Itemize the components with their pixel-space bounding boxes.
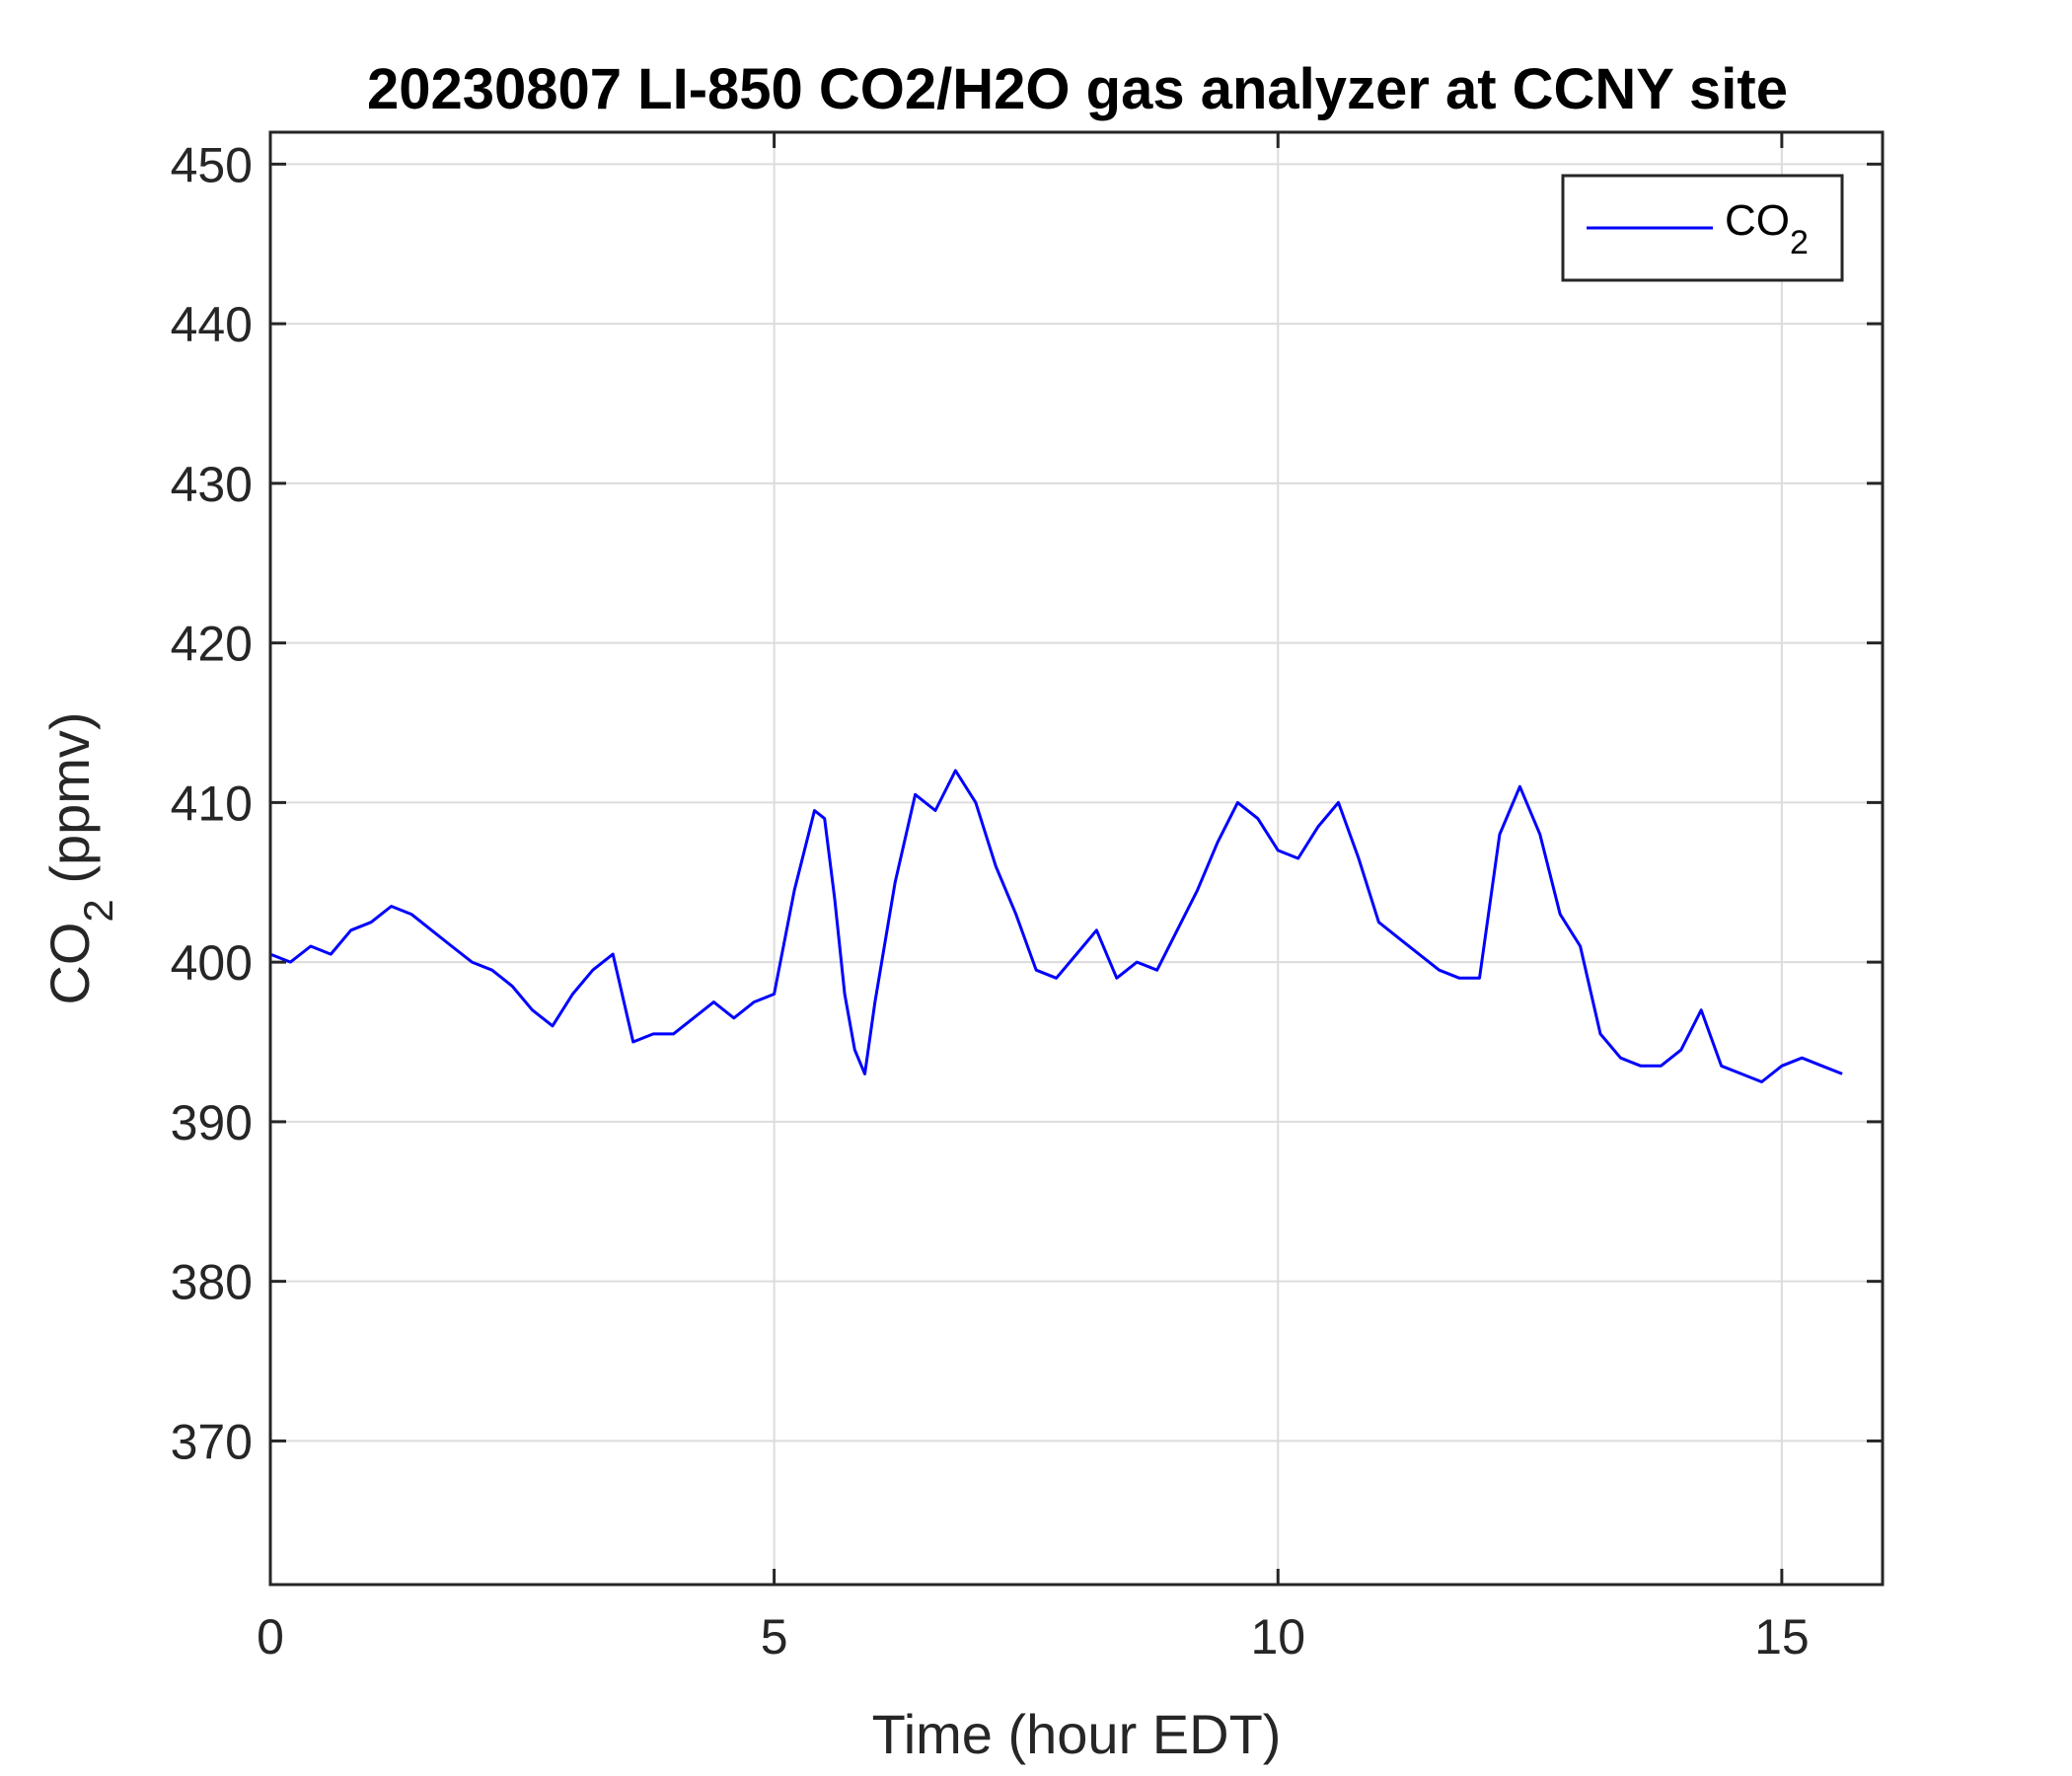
y-tick-label: 410: [171, 776, 253, 831]
chart-title: 20230807 LI-850 CO2/H2O gas analyzer at …: [367, 57, 1788, 121]
y-tick-label: 430: [171, 457, 253, 512]
y-tick-label: 370: [171, 1414, 253, 1469]
legend-entry-subscript: 2: [1790, 224, 1809, 261]
plot-area: [270, 132, 1883, 1585]
y-axis-label-subscript: 2: [75, 899, 121, 922]
grid: [269, 132, 1883, 1585]
axes-box: [268, 130, 1885, 1587]
y-tick-label: 390: [171, 1095, 253, 1150]
x-tick-label: 10: [1250, 1609, 1305, 1665]
y-tick-label: 400: [171, 935, 253, 991]
y-tick-label: 450: [171, 137, 253, 192]
x-axis-label: Time (hour EDT): [872, 1703, 1282, 1765]
legend: CO2: [1561, 174, 1844, 282]
svg-text:CO2 (ppmv): CO2 (ppmv): [38, 711, 121, 1004]
legend-entry-base: CO: [1725, 196, 1790, 245]
y-tick-label: 420: [171, 617, 253, 672]
x-tick-label: 15: [1754, 1609, 1810, 1665]
y-axis-label: CO2 (ppmv): [38, 711, 121, 1004]
legend-entry-label: CO2: [1725, 196, 1809, 261]
y-tick-label: 380: [171, 1255, 253, 1310]
y-tick-label: 440: [171, 297, 253, 352]
ticks: 0 5 10 15 370 380 390 400 410 420 430 440 450: [171, 132, 1883, 1665]
series-layer: [269, 769, 1843, 1083]
y-axis-label-units: (ppmv): [38, 711, 101, 899]
y-axis-label-base: CO: [38, 923, 101, 1005]
x-tick-label: 5: [761, 1609, 788, 1665]
x-tick-label: 0: [257, 1609, 284, 1665]
co2-series-line: [269, 769, 1843, 1083]
